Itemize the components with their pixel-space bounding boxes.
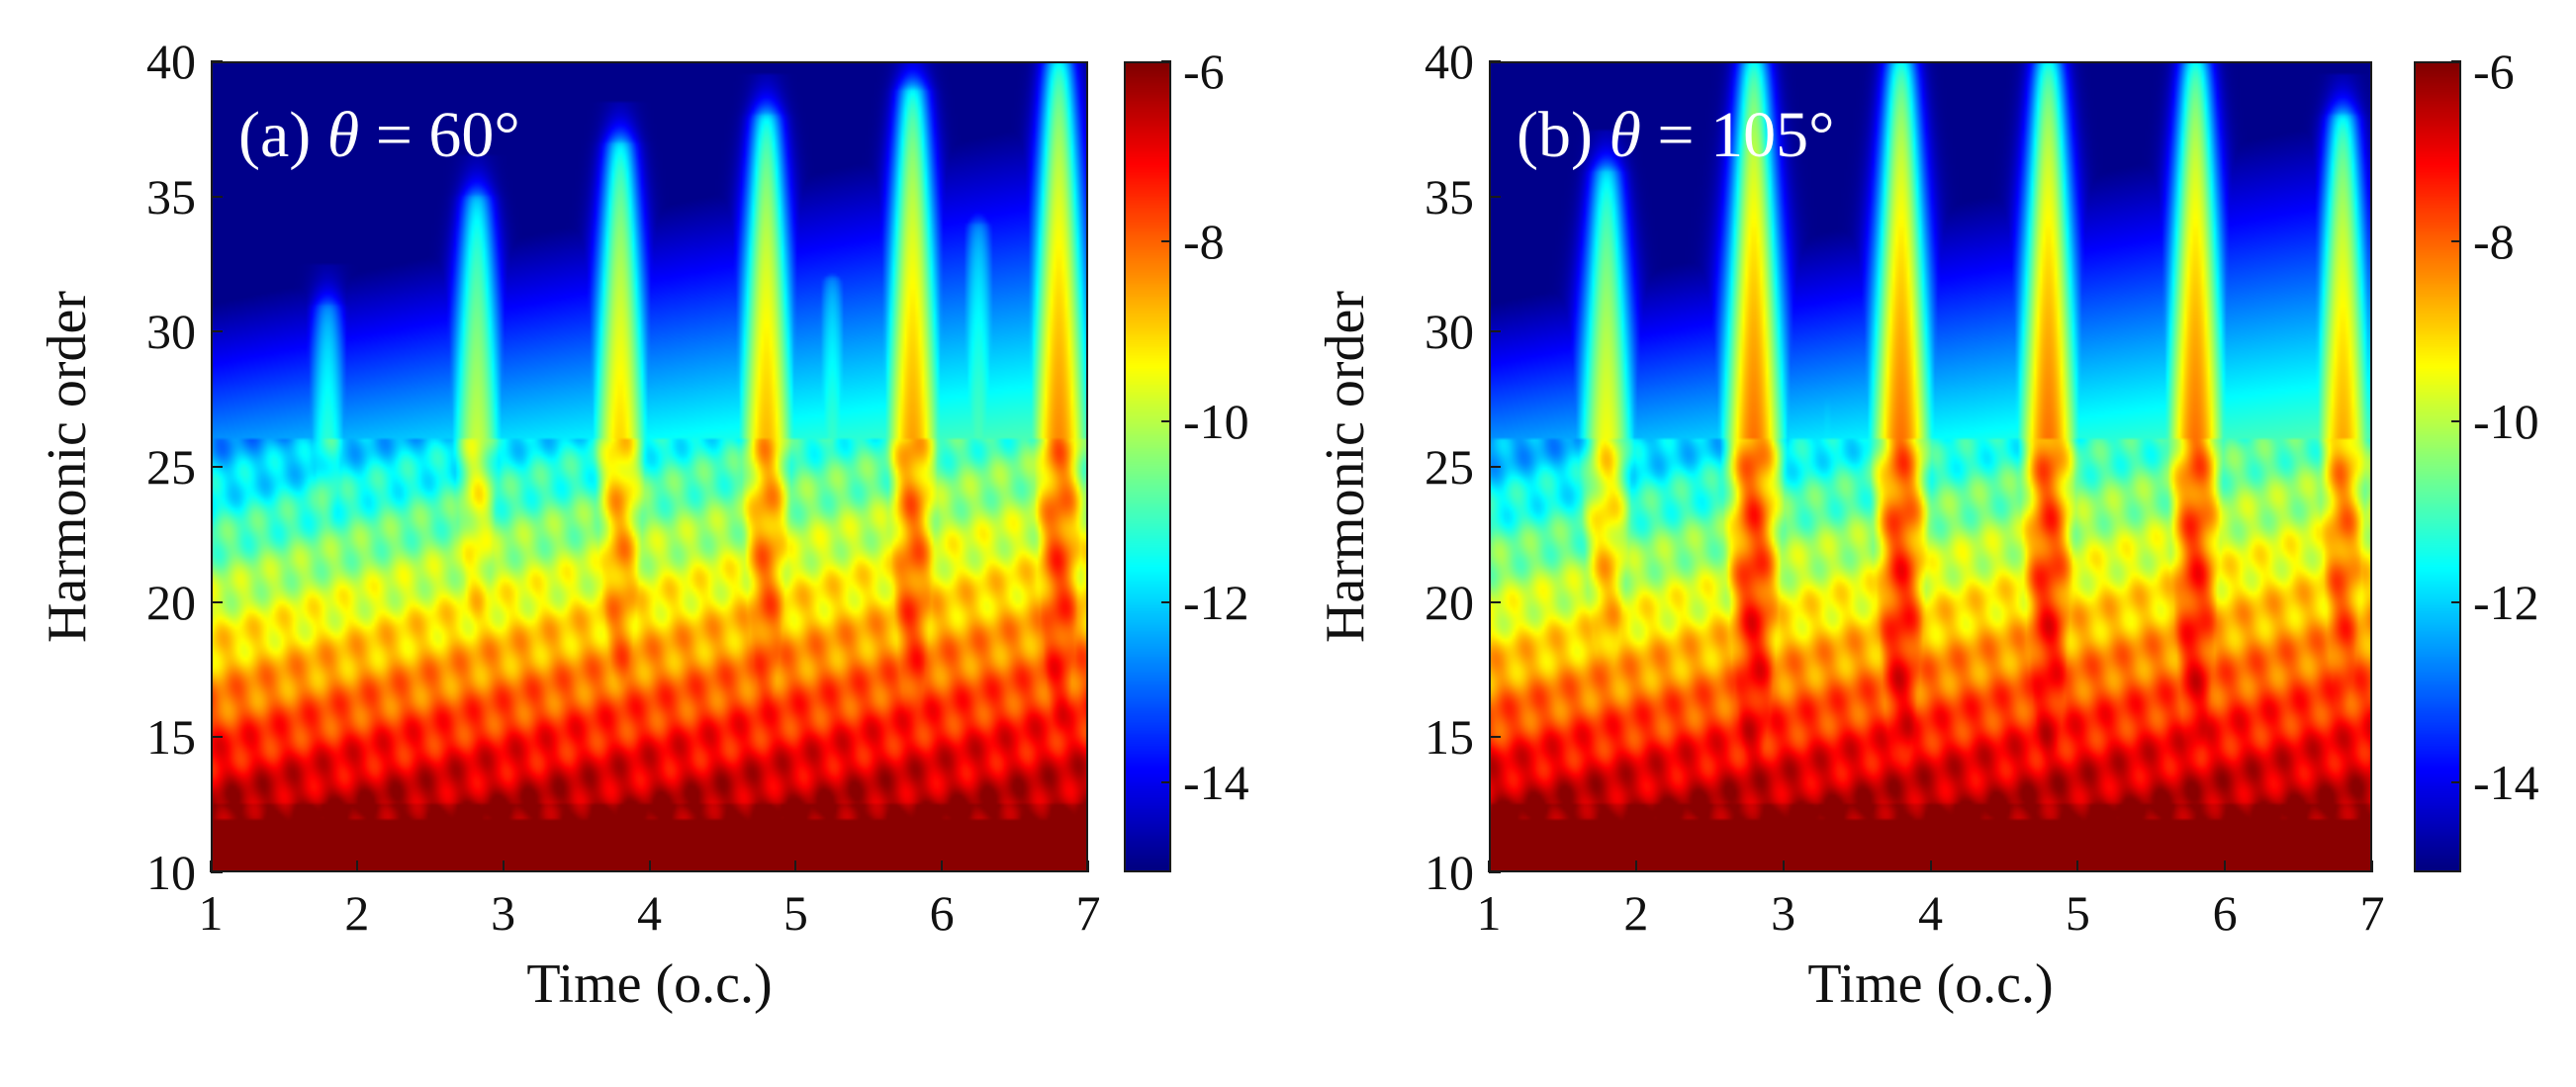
theta-value: = 105° [1657, 99, 1835, 171]
y-tick-mark [1489, 60, 1501, 62]
x-tick-label: 5 [2065, 885, 2090, 941]
colorbar-tick-label: -12 [1183, 574, 1249, 630]
x-tick-mark [1782, 861, 1785, 872]
theta-symbol: θ [1609, 99, 1641, 171]
panel-annotation: (b) θ = 105° [1517, 103, 1835, 168]
y-tick-label: 30 [1425, 304, 1474, 360]
x-tick-label: 3 [1771, 885, 1796, 941]
x-tick-label: 2 [1623, 885, 1649, 941]
colorbar-tick-label: -8 [2473, 214, 2515, 270]
y-tick-label: 15 [1425, 709, 1474, 766]
y-tick-mark [1489, 466, 1501, 468]
colorbar-tick-label: -12 [2473, 574, 2539, 630]
colorbar-tick-mark [2451, 600, 2461, 603]
panel-label: (a) [238, 99, 312, 171]
x-tick-mark [1929, 861, 1932, 872]
y-tick-label: 35 [1425, 168, 1474, 225]
heatmap-canvas [1489, 61, 2372, 872]
x-tick-mark [1634, 861, 1637, 872]
x-tick-label: 7 [1075, 885, 1101, 941]
y-tick-mark [1489, 600, 1501, 603]
y-tick-label: 20 [1425, 574, 1474, 630]
x-tick-label: 7 [2359, 885, 2385, 941]
y-tick-label: 15 [146, 709, 196, 766]
x-tick-mark [502, 861, 505, 872]
y-tick-mark [211, 871, 223, 873]
x-tick-label: 2 [344, 885, 370, 941]
y-tick-mark [211, 736, 223, 739]
y-tick-label: 25 [146, 439, 196, 495]
colorbar-tick-mark [1161, 600, 1171, 603]
x-tick-mark [648, 861, 651, 872]
heatmap-canvas [211, 61, 1088, 872]
colorbar-tick-mark [2451, 420, 2461, 423]
y-tick-mark [211, 466, 223, 468]
x-tick-label: 4 [1918, 885, 1943, 941]
x-tick-label: 5 [782, 885, 808, 941]
x-tick-mark [1488, 861, 1490, 872]
x-tick-mark [2076, 861, 2079, 872]
colorbar [2414, 61, 2461, 872]
y-tick-mark [1489, 330, 1501, 333]
y-tick-label: 30 [146, 304, 196, 360]
x-tick-mark [1087, 861, 1089, 872]
x-tick-mark [2371, 861, 2373, 872]
colorbar-tick-mark [2451, 240, 2461, 243]
colorbar-tick-label: -14 [2473, 754, 2539, 810]
y-tick-mark [211, 330, 223, 333]
x-tick-label: 4 [637, 885, 662, 941]
x-tick-mark [941, 861, 944, 872]
y-tick-label: 25 [1425, 439, 1474, 495]
theta-value: = 60° [375, 99, 520, 171]
colorbar-tick-label: -6 [2473, 44, 2515, 99]
y-tick-label: 35 [146, 168, 196, 225]
x-tick-mark [794, 861, 797, 872]
colorbar-tick-label: -10 [2473, 394, 2539, 450]
panel-annotation: (a) θ = 60° [238, 103, 520, 168]
colorbar-tick-label: -10 [1183, 394, 1249, 450]
x-tick-label: 6 [2212, 885, 2238, 941]
x-tick-mark [355, 861, 358, 872]
y-tick-label: 20 [146, 574, 196, 630]
colorbar-tick-label: -6 [1183, 44, 1225, 99]
y-tick-label: 10 [146, 845, 196, 900]
x-tick-label: 6 [929, 885, 955, 941]
y-tick-mark [211, 600, 223, 603]
colorbar [1124, 61, 1171, 872]
y-tick-mark [1489, 871, 1501, 873]
colorbar-tick-mark [1161, 240, 1171, 243]
y-tick-label: 40 [1425, 34, 1474, 89]
colorbar-tick-mark [1161, 780, 1171, 783]
colorbar-tick-label: -14 [1183, 754, 1249, 810]
y-tick-mark [211, 195, 223, 198]
colorbar-tick-mark [1161, 420, 1171, 423]
colorbar-tick-mark [1161, 60, 1171, 62]
colorbar-frame [1124, 61, 1171, 872]
x-axis-label: Time (o.c.) [526, 953, 773, 1015]
colorbar-tick-mark [2451, 60, 2461, 62]
x-tick-label: 1 [198, 885, 224, 941]
theta-symbol: θ [326, 99, 360, 171]
y-tick-mark [211, 60, 223, 62]
y-tick-mark [1489, 736, 1501, 739]
y-axis-label: Harmonic order [1315, 290, 1376, 644]
plot-frame [211, 61, 1088, 872]
x-tick-label: 3 [491, 885, 516, 941]
x-tick-label: 1 [1476, 885, 1502, 941]
panel-label: (b) [1517, 99, 1593, 171]
x-axis-label: Time (o.c.) [1807, 953, 2054, 1015]
y-axis-label: Harmonic order [37, 290, 98, 644]
x-tick-mark [2224, 861, 2227, 872]
y-tick-label: 40 [146, 34, 196, 89]
y-tick-label: 10 [1425, 845, 1474, 900]
plot-frame [1489, 61, 2372, 872]
colorbar-tick-mark [2451, 780, 2461, 783]
x-tick-mark [210, 861, 212, 872]
colorbar-frame [2414, 61, 2461, 872]
y-tick-mark [1489, 195, 1501, 198]
colorbar-tick-label: -8 [1183, 214, 1225, 270]
